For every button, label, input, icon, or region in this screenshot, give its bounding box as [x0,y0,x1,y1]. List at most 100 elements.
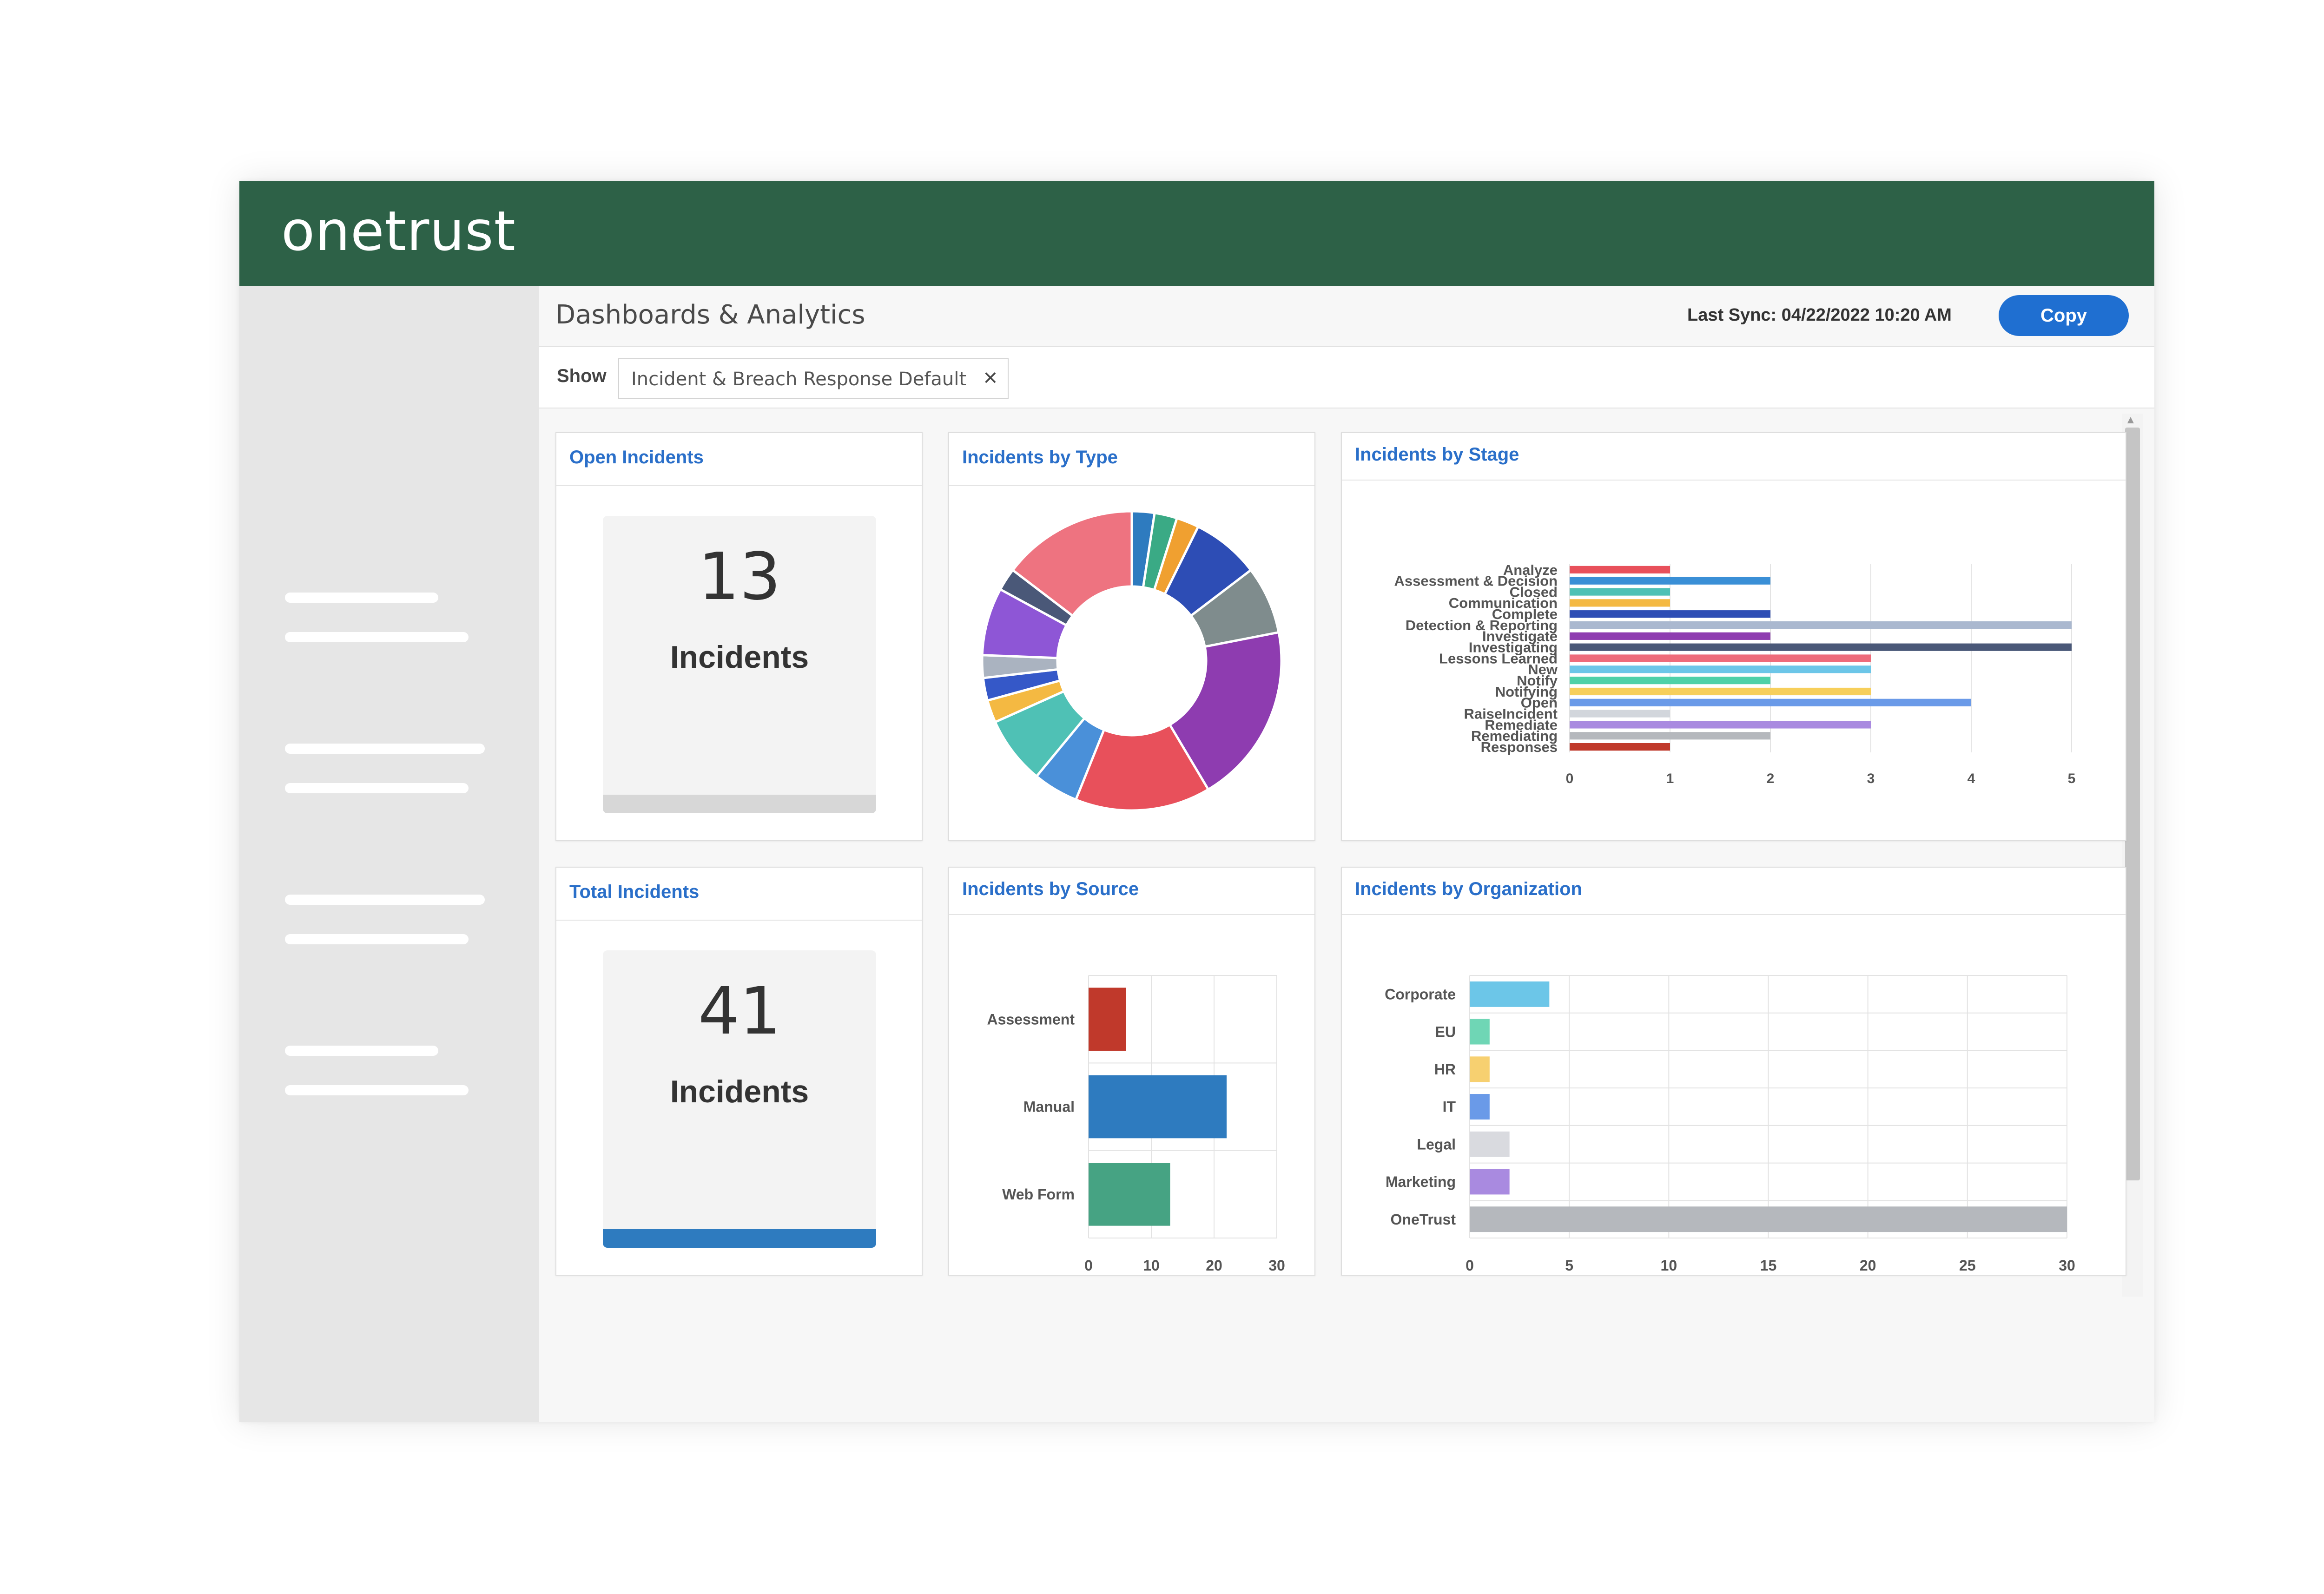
bar [1570,677,1770,685]
category-label: Assessment [987,1011,1075,1028]
open-incidents-bar [603,795,876,813]
x-tick-label: 4 [1967,771,1975,786]
bar [1570,698,1971,706]
open-incidents-card: Open Incidents 13 Incidents [555,432,923,841]
category-label: EU [1435,1023,1456,1040]
bar [1470,1019,1490,1045]
x-tick-label: 0 [1466,1257,1474,1273]
card-title: Incidents by Organization [1355,879,1582,899]
main-content: Dashboards & Analytics Last Sync: 04/22/… [539,286,2154,1422]
category-label: Corporate [1385,986,1456,1003]
x-tick-label: 10 [1661,1257,1677,1273]
sidebar-item-placeholder[interactable] [285,783,469,793]
card-title: Incidents by Type [962,447,1118,468]
sidebar-item-placeholder[interactable] [285,934,469,944]
x-tick-label: 3 [1867,771,1875,786]
card-title: Incidents by Stage [1355,444,1519,465]
incidents-by-type-donut[interactable] [949,487,1314,840]
incidents-by-source-chart[interactable]: 0 10 20 30 Assessment Manual Web Form [949,915,1314,1273]
last-sync-status: Last Sync: 04/22/2022 10:20 AM [1687,305,1952,325]
donut-slice [1074,723,1210,812]
x-tick-label: 1 [1666,771,1674,786]
category-label: Manual [1023,1099,1075,1115]
category-label: Remediate [1485,717,1558,733]
total-incidents-bar [603,1229,876,1248]
total-incidents-tile[interactable]: 41 Incidents [603,950,876,1248]
bar [1570,621,2072,629]
x-tick-label: 10 [1143,1257,1160,1273]
bar [1470,1056,1490,1082]
donut-slice [1011,510,1133,618]
card-divider [1342,480,2126,481]
category-label: Investigating [1469,639,1558,656]
dashboard-filter-select[interactable]: Incident & Breach Response Default × [618,358,1009,399]
bar [1470,1131,1510,1157]
category-label: Notifying [1495,684,1558,700]
x-tick-label: 30 [2059,1257,2075,1273]
x-tick-label: 15 [1760,1257,1777,1273]
category-label: IT [1443,1099,1456,1115]
category-label: RaiseIncident [1464,705,1558,722]
app-window: onetrust Dashboards & Analytics Last Syn… [239,181,2154,1422]
category-label: Analyze [1503,562,1558,578]
total-incidents-card: Total Incidents 41 Incidents [555,867,923,1276]
category-label: Lessons Learned [1439,650,1558,666]
sidebar-item-placeholder[interactable] [285,1085,469,1095]
card-divider [949,485,1314,486]
category-label: Complete [1492,606,1558,622]
scrollbar-thumb[interactable] [2125,428,2140,1180]
category-label: Open [1521,695,1558,711]
sidebar-item-placeholder[interactable] [285,1046,438,1056]
x-tick-label: 25 [1959,1257,1976,1273]
x-tick-label: 0 [1566,771,1574,786]
incidents-by-organization-card: Incidents by Organization 0 5 10 15 20 25 30 Co… [1341,867,2126,1276]
incidents-by-organization-chart[interactable]: 0 5 10 15 20 25 30 Corporate EU HR IT Legal Marketin… [1342,915,2126,1273]
x-tick-label: 5 [1565,1257,1573,1273]
bar [1570,654,1871,662]
sidebar-item-placeholder[interactable] [285,744,485,754]
scroll-up-arrow-icon[interactable]: ▲ [2125,414,2136,426]
bar [1570,687,1871,696]
bar [1570,721,1871,729]
total-incidents-count: 41 [698,974,781,1049]
x-tick-label: 0 [1084,1257,1093,1273]
bar [1570,577,1770,585]
bar [1470,1206,2067,1232]
category-label: Assessment & Decision [1394,573,1558,589]
bar [1570,665,1871,673]
copy-button[interactable]: Copy [1999,295,2129,336]
card-divider [1342,914,2126,915]
category-label: New [1528,661,1558,678]
close-icon[interactable]: × [983,364,997,391]
total-incidents-label: Incidents [670,1074,809,1109]
page-header: Dashboards & Analytics Last Sync: 04/22/… [539,286,2154,347]
bar [1570,566,1670,574]
category-label: Web Form [1002,1186,1075,1203]
sidebar-item-placeholder[interactable] [285,632,469,642]
bar [1470,1169,1510,1195]
category-label: Investigate [1482,628,1558,645]
category-label: Legal [1417,1136,1456,1153]
category-label: OneTrust [1391,1211,1456,1228]
open-incidents-tile[interactable]: 13 Incidents [603,516,876,813]
open-incidents-count: 13 [698,539,781,615]
sidebar-item-placeholder[interactable] [285,895,485,905]
card-title: Open Incidents [569,447,704,468]
x-tick-label: 20 [1206,1257,1222,1273]
page-title: Dashboards & Analytics [555,300,865,330]
category-label: HR [1434,1061,1456,1078]
category-label: Detection & Reporting [1406,617,1558,633]
bar [1570,599,1670,607]
donut-slice [1168,631,1283,791]
onetrust-logo[interactable]: onetrust [281,199,516,263]
show-label: Show [557,366,607,386]
incidents-by-type-card: Incidents by Type [948,432,1315,841]
bar [1570,643,2072,651]
bar [1570,588,1670,596]
sidebar [239,286,539,1422]
open-incidents-label: Incidents [670,639,809,675]
bar [1570,743,1670,751]
sidebar-item-placeholder[interactable] [285,593,438,603]
bar [1570,610,1770,618]
